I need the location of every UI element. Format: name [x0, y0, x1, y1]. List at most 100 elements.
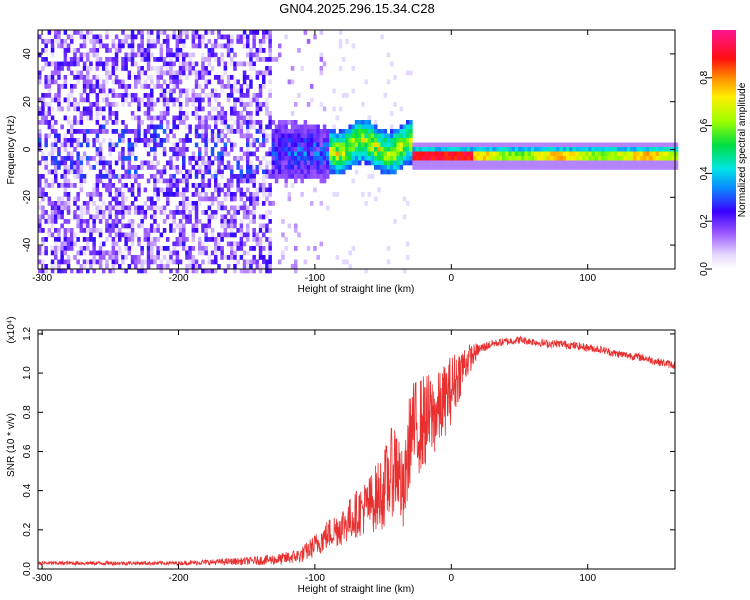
spectrogram-cell — [214, 52, 218, 58]
spectrogram-cell — [300, 174, 304, 179]
spectrogram-cell — [274, 142, 279, 148]
spectrogram-cell — [73, 210, 77, 215]
spectrogram-cell — [220, 151, 224, 157]
spectrogram-cell — [258, 57, 263, 62]
spectrogram-cell — [210, 210, 215, 215]
spectrogram-cell — [156, 70, 160, 76]
spectrogram-cell — [66, 259, 71, 265]
spectrogram-cell — [578, 151, 583, 157]
spectrogram-cell — [319, 241, 324, 247]
spectrogram-cell — [633, 160, 637, 166]
spectrogram-cell — [111, 88, 116, 94]
spectrogram-cell — [268, 88, 272, 94]
spectrogram-cell — [207, 93, 212, 98]
spectrogram-cell — [540, 160, 544, 166]
spectrogram-cell — [105, 102, 109, 107]
spectrogram-cell — [268, 169, 272, 175]
spectrogram-cell — [140, 223, 144, 229]
spectrogram-cell — [457, 151, 461, 157]
spectrogram-cell — [361, 156, 365, 161]
spectrogram-cell — [130, 255, 135, 260]
spectrogram-cell — [386, 246, 391, 251]
spectrogram-cell — [598, 160, 602, 166]
spectrogram-cell — [358, 129, 362, 134]
spectrogram-cell — [242, 210, 247, 215]
spectrogram-cell — [233, 250, 237, 256]
spectrogram-cell — [636, 142, 640, 148]
spectrogram-cell — [396, 165, 400, 170]
spectrogram-cell — [166, 259, 170, 265]
spectrogram-cell — [105, 57, 109, 62]
spectrogram-cell — [63, 43, 68, 49]
spectrogram-cell — [290, 147, 295, 152]
spectrogram-cell — [118, 187, 122, 193]
spectrogram-cell — [306, 169, 311, 175]
spectrogram-cell — [159, 43, 164, 49]
spectrogram-cell — [159, 75, 164, 80]
spectrogram-cell — [150, 196, 154, 202]
spectrogram-cell — [57, 133, 61, 139]
spectrogram-cell — [121, 84, 125, 89]
spectrogram-cell — [255, 102, 260, 107]
spectrogram-cell — [572, 142, 576, 148]
spectrogram-cell — [95, 129, 100, 134]
spectrogram-cell — [105, 183, 109, 188]
spectrogram-cell — [607, 165, 612, 170]
spectrogram-cell — [185, 138, 189, 143]
spectrogram-cell — [265, 259, 269, 265]
spectrogram-cell — [114, 219, 119, 224]
spectrogram-cell — [623, 160, 628, 166]
spectrogram-cell — [194, 61, 199, 67]
spectrogram-cell — [66, 196, 71, 202]
spectrogram-cell — [146, 111, 151, 116]
spectrogram-cell — [169, 156, 173, 161]
spectrogram-cell — [114, 196, 119, 202]
spectrogram-cell — [54, 174, 58, 179]
spectrogram-cell — [226, 34, 231, 40]
spectrogram-cell — [233, 142, 237, 148]
spectrogram-cell — [162, 219, 167, 224]
spectrogram-cell — [511, 151, 516, 157]
spectrogram-cell — [76, 174, 80, 179]
spectrogram-cell — [217, 246, 221, 251]
spectrogram-cell — [546, 160, 551, 166]
spectrogram-cell — [492, 160, 496, 166]
spectrogram-cell — [342, 147, 346, 152]
spectrogram-cell — [310, 174, 314, 179]
spectrogram-cell — [114, 187, 119, 193]
spectrogram-cell — [463, 147, 468, 152]
spectrogram-cell — [166, 160, 170, 166]
spectrogram-cell — [223, 66, 228, 71]
spectrogram-cell — [214, 43, 218, 49]
spectrogram-cell — [658, 142, 663, 148]
spectrogram-cell — [249, 111, 253, 116]
spectrogram-cell — [396, 151, 400, 157]
spectrogram-cell — [217, 201, 221, 206]
spectrogram-cell — [76, 165, 80, 170]
spectrogram-cell — [159, 232, 164, 238]
spectrogram-cell — [76, 129, 80, 134]
spectrogram-cell — [169, 214, 173, 220]
spectrogram-cell — [127, 43, 132, 49]
spectrogram-cell — [166, 106, 170, 112]
spectrogram-cell — [178, 120, 183, 125]
spectrogram-cell — [233, 232, 237, 238]
spectrogram-cell — [620, 151, 624, 157]
spectrogram-cell — [111, 223, 116, 229]
spectrogram-cell — [178, 232, 183, 238]
spectrogram-cell — [66, 120, 71, 125]
spectrogram-cell — [150, 259, 154, 265]
spectrogram-cell — [214, 156, 218, 161]
spectrogram-cell — [178, 111, 183, 116]
spectrogram-cell — [233, 210, 237, 215]
spectrogram-cell — [390, 138, 394, 143]
spectrogram-cell — [178, 39, 183, 44]
snr-x-axis-label: Height of straight line (km) — [298, 584, 415, 595]
spectrogram-cell — [642, 160, 647, 166]
spectrogram-cell — [402, 129, 407, 134]
spectrogram-cell — [182, 192, 186, 197]
spectrogram-cell — [92, 214, 96, 220]
spectrogram-cell — [130, 237, 135, 242]
spectrogram-cell — [86, 160, 90, 166]
spectrogram-cell — [185, 169, 189, 175]
